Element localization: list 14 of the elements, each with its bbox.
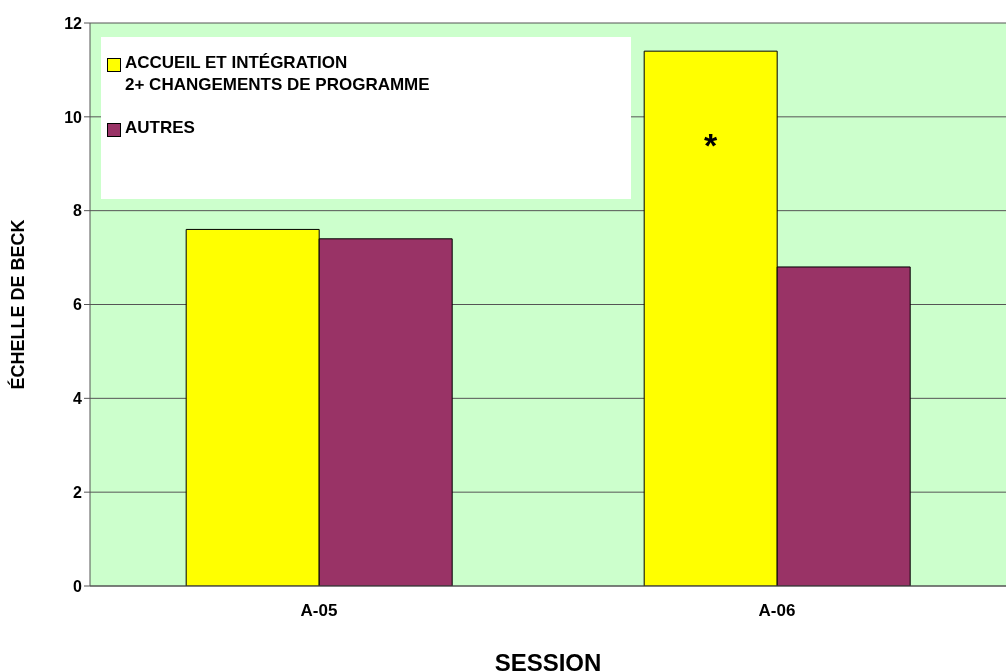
y-tick-label: 2 (73, 483, 83, 501)
y-tick-label: 0 (73, 577, 83, 595)
y-tick-label: 8 (73, 202, 83, 220)
y-tick-label: 10 (64, 108, 83, 126)
annotation: * (703, 125, 718, 164)
y-tick-label: 6 (73, 296, 83, 314)
x-tick-label: A-06 (758, 601, 796, 621)
x-tick-label: A-05 (300, 601, 338, 621)
legend-label: ACCUEIL ET INTÉGRATION 2+ CHANGEMENTS DE PROGRAMME (125, 52, 430, 96)
y-tick-label: 12 (64, 14, 83, 32)
legend-label: AUTRES (125, 117, 195, 139)
y-axis-title: ÉCHELLE DE BECK (7, 219, 29, 390)
x-axis-title: SESSION (494, 649, 602, 671)
y-tick-label: 4 (73, 390, 83, 408)
